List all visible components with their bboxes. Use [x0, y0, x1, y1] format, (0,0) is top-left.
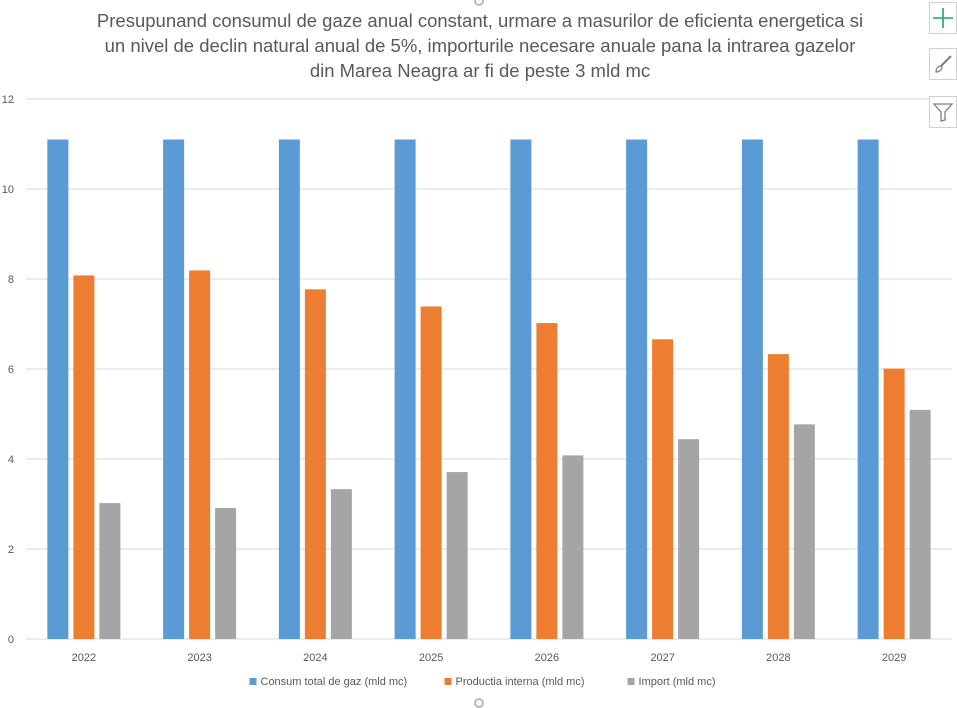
y-tick-label: 10: [2, 184, 14, 196]
x-tick-label: 2028: [766, 652, 790, 664]
chart-title-line-2: un nivel de declin natural anual de 5%, …: [104, 35, 856, 56]
bar[interactable]: [215, 508, 237, 639]
bar[interactable]: [163, 139, 185, 640]
bar[interactable]: [189, 270, 211, 639]
bar[interactable]: [73, 275, 95, 639]
bar[interactable]: [510, 139, 532, 640]
chart-title: Presupunand consumul de gaze anual const…: [60, 8, 900, 83]
bar[interactable]: [562, 455, 584, 639]
x-axis-labels: 2022 2023 2024 2025 2026 2027 2028 2029: [72, 652, 907, 664]
x-tick-label: 2022: [72, 652, 96, 664]
chart-elements-button[interactable]: [929, 2, 957, 34]
x-tick-label: 2024: [303, 652, 327, 664]
bar[interactable]: [909, 409, 931, 639]
bar[interactable]: [394, 139, 416, 640]
plus-icon: [933, 8, 953, 28]
y-tick-label: 6: [8, 364, 14, 376]
chart-resize-handle-top[interactable]: [474, 0, 484, 6]
x-tick-label: 2027: [650, 652, 674, 664]
funnel-icon: [932, 103, 954, 122]
y-tick-label: 2: [8, 544, 14, 556]
bar[interactable]: [793, 424, 815, 639]
bar[interactable]: [536, 323, 558, 639]
chart-filters-button[interactable]: [929, 96, 957, 128]
bar[interactable]: [883, 368, 905, 639]
y-tick-label: 8: [8, 274, 14, 286]
bar[interactable]: [678, 439, 700, 639]
legend-swatch: [444, 678, 452, 685]
x-tick-label: 2029: [882, 652, 906, 664]
bar[interactable]: [857, 139, 879, 640]
legend: Consum total de gaz (mld mc) Productia in…: [249, 676, 716, 688]
x-tick-label: 2026: [535, 652, 559, 664]
chart-styles-button[interactable]: [929, 48, 957, 80]
legend-label: Productia interna (mld mc): [456, 676, 585, 688]
bar[interactable]: [446, 472, 468, 639]
brush-icon: [935, 55, 952, 73]
legend-label: Import (mld mc): [639, 676, 716, 688]
bar[interactable]: [304, 289, 326, 639]
bar[interactable]: [652, 339, 674, 639]
y-tick-label: 12: [2, 94, 14, 106]
legend-label: Consum total de gaz (mld mc): [261, 676, 408, 688]
y-axis-labels: 0 2 4 6 8 10 12: [2, 94, 14, 646]
bar[interactable]: [47, 139, 69, 640]
legend-swatch: [627, 678, 635, 685]
y-tick-label: 4: [8, 454, 14, 466]
bar[interactable]: [626, 139, 648, 640]
x-tick-label: 2023: [187, 652, 211, 664]
legend-swatch: [249, 678, 257, 685]
bar[interactable]: [330, 489, 352, 639]
x-tick-label: 2025: [419, 652, 443, 664]
bar[interactable]: [420, 306, 442, 639]
chart-title-line-1: Presupunand consumul de gaze anual const…: [96, 10, 864, 31]
bar[interactable]: [99, 503, 121, 639]
bar[interactable]: [741, 139, 763, 640]
bars-layer: [47, 139, 931, 640]
bar[interactable]: [278, 139, 300, 640]
bar[interactable]: [767, 354, 789, 639]
y-tick-label: 0: [8, 634, 14, 646]
chart-title-line-3: din Marea Neagra ar fi de peste 3 mld mc: [309, 60, 651, 81]
